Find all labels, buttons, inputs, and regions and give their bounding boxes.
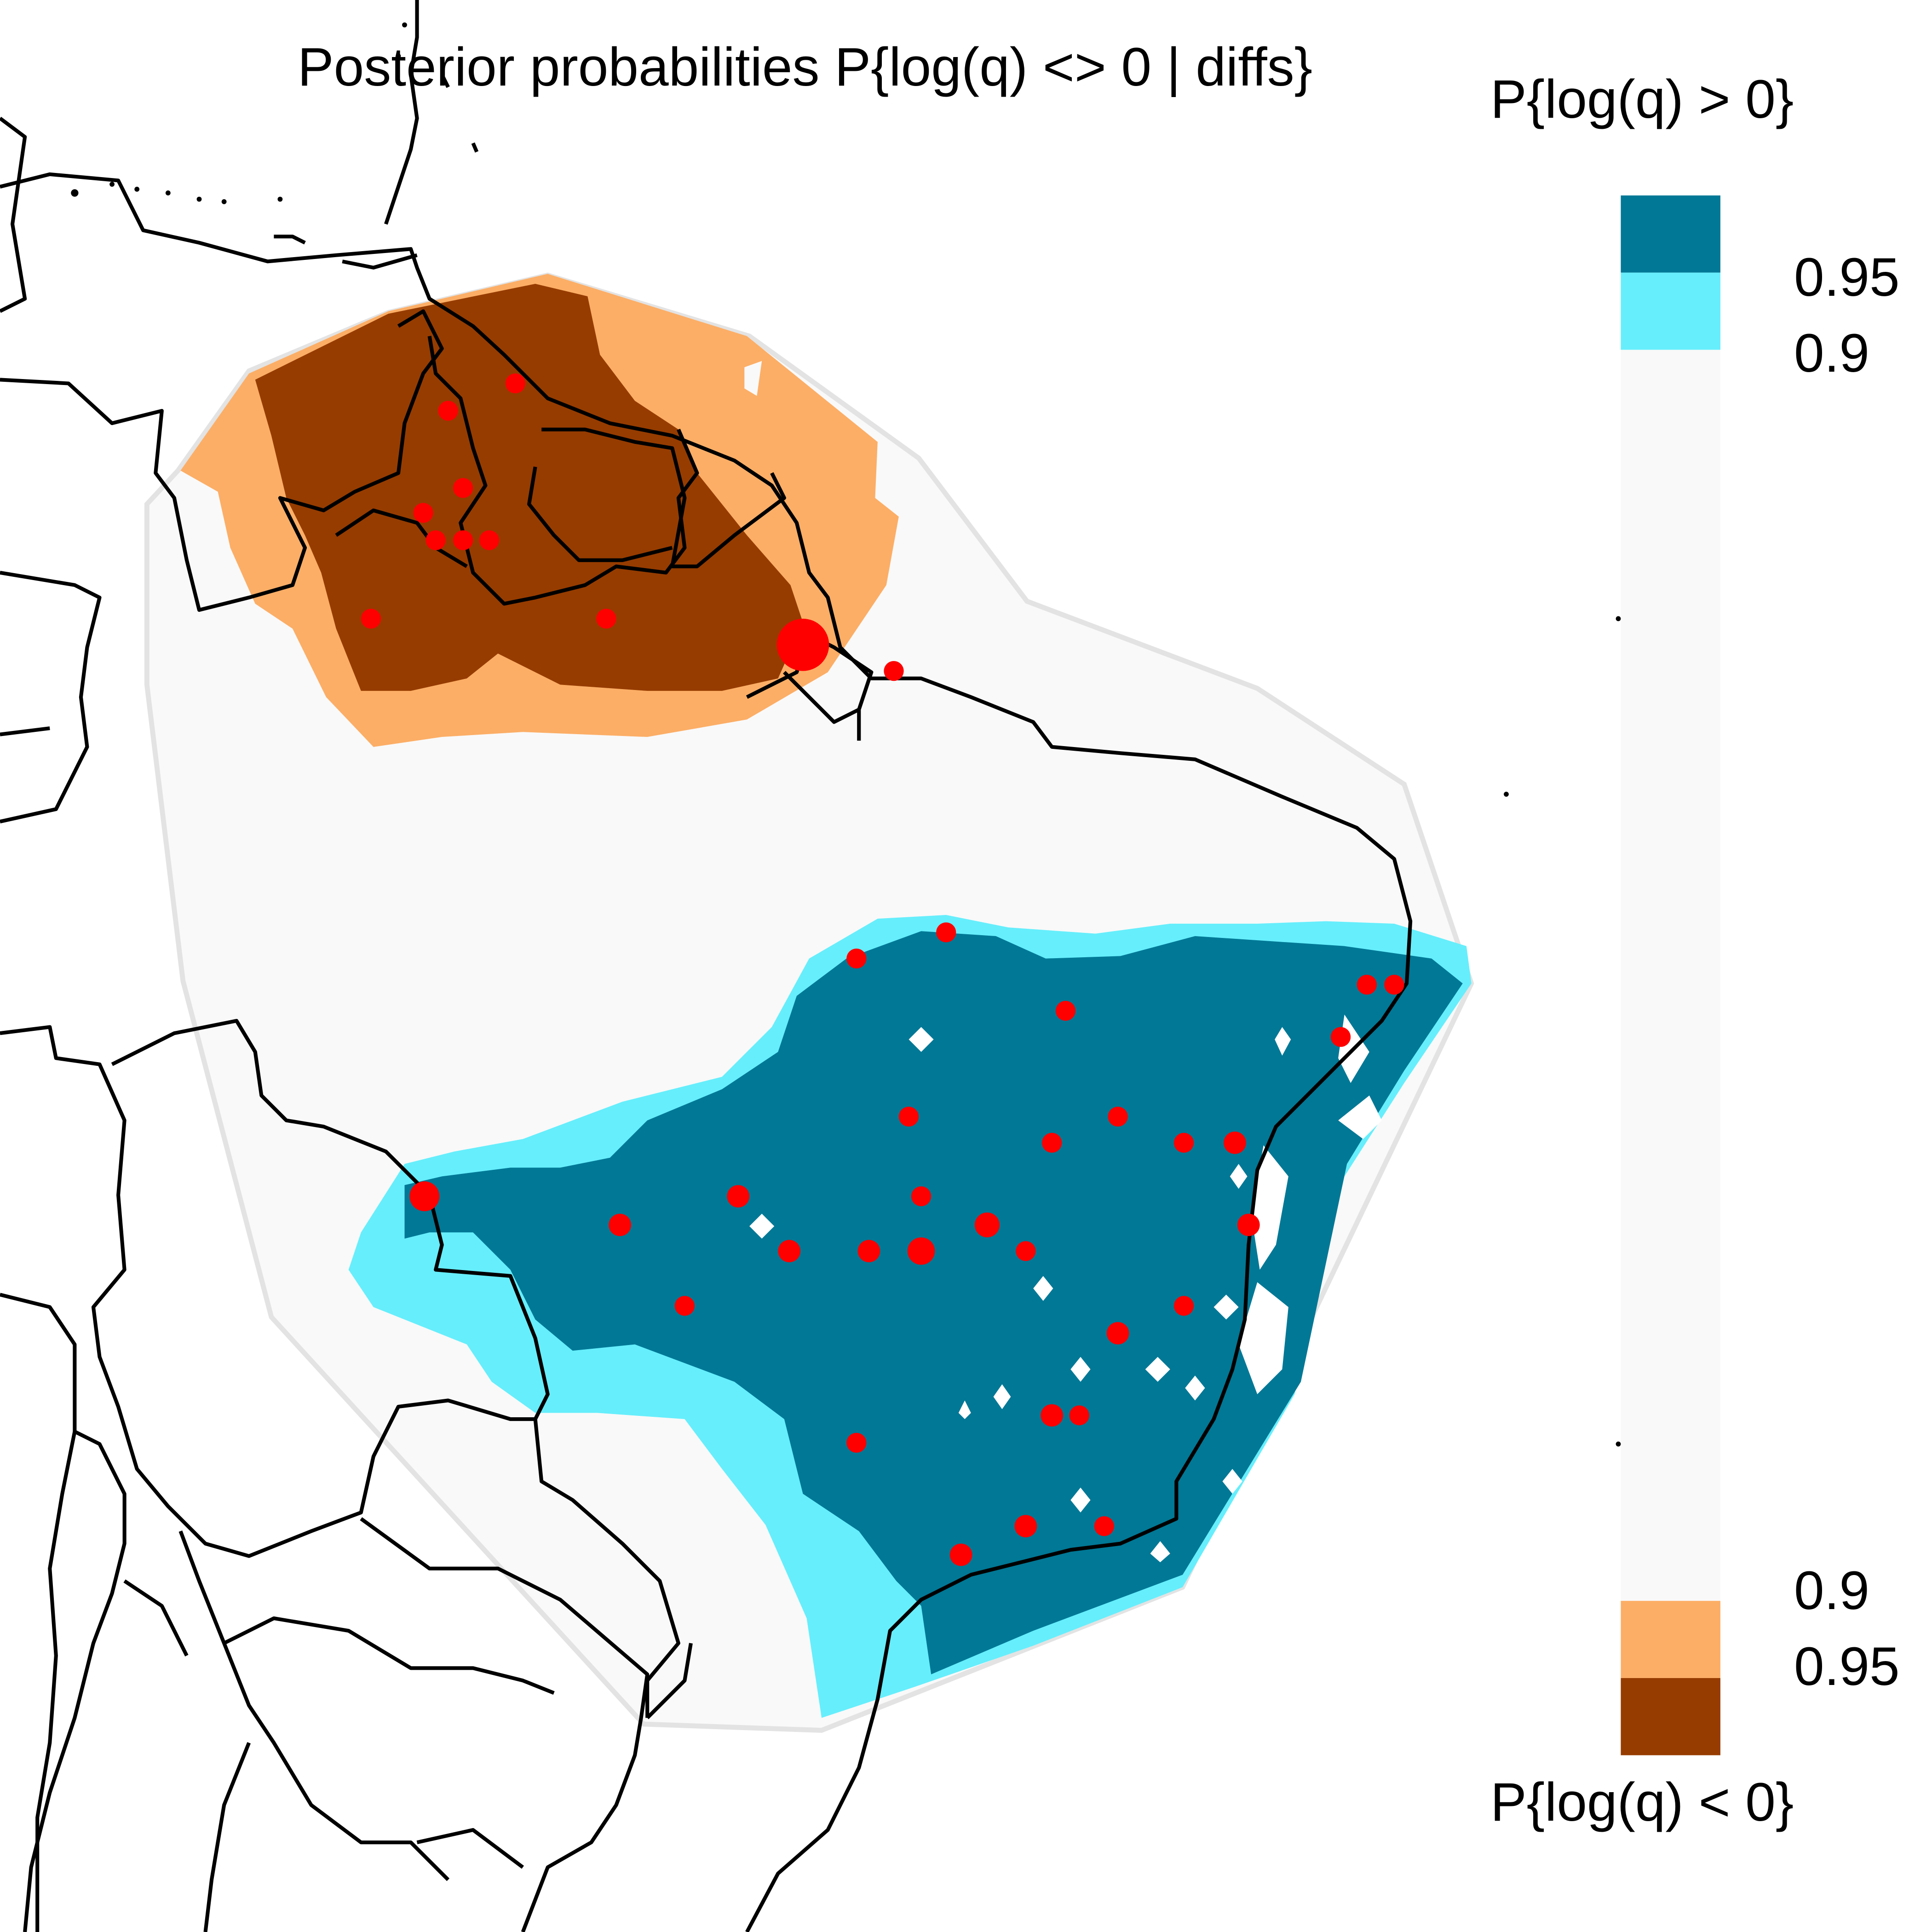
sample-site bbox=[884, 661, 904, 681]
sample-site bbox=[609, 1213, 632, 1236]
legend-swatch-high-0.95 bbox=[1621, 195, 1720, 273]
sample-site bbox=[846, 1432, 867, 1453]
legend-tick-upper-0.95: 0.95 bbox=[1794, 247, 1900, 308]
sample-site bbox=[1041, 1404, 1064, 1427]
sample-site bbox=[846, 949, 867, 969]
sample-site bbox=[1173, 1296, 1194, 1316]
islands bbox=[71, 22, 1621, 1447]
region-north-0.95 bbox=[255, 284, 803, 691]
sample-site bbox=[426, 530, 446, 551]
sample-site bbox=[949, 1543, 972, 1566]
region-south-gaps bbox=[749, 1014, 1382, 1563]
sample-site bbox=[1173, 1133, 1194, 1153]
sample-site bbox=[453, 530, 473, 551]
sample-site bbox=[674, 1296, 695, 1316]
sample-site bbox=[1094, 1516, 1115, 1536]
sample-site bbox=[361, 609, 381, 629]
sample-site bbox=[1055, 1000, 1076, 1021]
legend-swatch-high-0.9 bbox=[1621, 272, 1720, 350]
sample-site bbox=[1224, 1131, 1246, 1154]
legend-swatch-low-0.95 bbox=[1621, 1678, 1720, 1755]
sample-site bbox=[727, 1185, 750, 1208]
legend-swatch-low-0.9 bbox=[1621, 1601, 1720, 1678]
sample-site bbox=[438, 401, 458, 421]
sample-site bbox=[479, 530, 500, 551]
sample-site bbox=[409, 1181, 440, 1212]
sample-site bbox=[1357, 974, 1377, 995]
sample-site bbox=[1069, 1405, 1089, 1426]
legend-swatch-neutral bbox=[1621, 350, 1720, 1601]
sample-site bbox=[505, 373, 526, 394]
region-north-hole bbox=[744, 361, 762, 396]
sample-site bbox=[1042, 1133, 1062, 1153]
plot-title: Posterior probabilities P{log(q) <> 0 | … bbox=[297, 37, 1313, 98]
sample-site bbox=[974, 1212, 1000, 1237]
sample-site bbox=[911, 1186, 932, 1207]
country-borders bbox=[0, 0, 1413, 1932]
region-south-0.95 bbox=[404, 931, 1463, 1674]
sample-site bbox=[778, 1240, 801, 1263]
sample-site bbox=[1016, 1241, 1036, 1261]
sample-site bbox=[596, 609, 616, 629]
sample-site bbox=[1014, 1515, 1037, 1538]
sample-site bbox=[907, 1237, 935, 1265]
sample-site bbox=[1384, 974, 1404, 995]
sample-site bbox=[1237, 1213, 1260, 1236]
legend-footer: P{log(q) < 0} bbox=[1490, 1772, 1794, 1833]
sample-site bbox=[1330, 1027, 1351, 1047]
sample-site bbox=[857, 1240, 880, 1263]
sample-site bbox=[898, 1106, 919, 1127]
sample-site bbox=[413, 503, 433, 523]
legend-tick-lower-0.9: 0.9 bbox=[1794, 1560, 1870, 1621]
sample-site bbox=[453, 478, 473, 498]
sample-site bbox=[1106, 1322, 1129, 1345]
legend-header: P{log(q) > 0} bbox=[1490, 69, 1794, 130]
sample-site bbox=[1108, 1106, 1128, 1127]
sample-sites bbox=[361, 373, 1404, 1566]
legend-tick-upper-0.9: 0.9 bbox=[1794, 323, 1870, 384]
sample-site bbox=[936, 922, 956, 943]
sample-site bbox=[776, 618, 829, 671]
legend-colorbar bbox=[1621, 195, 1720, 1755]
legend-tick-lower-0.95: 0.95 bbox=[1794, 1636, 1900, 1697]
